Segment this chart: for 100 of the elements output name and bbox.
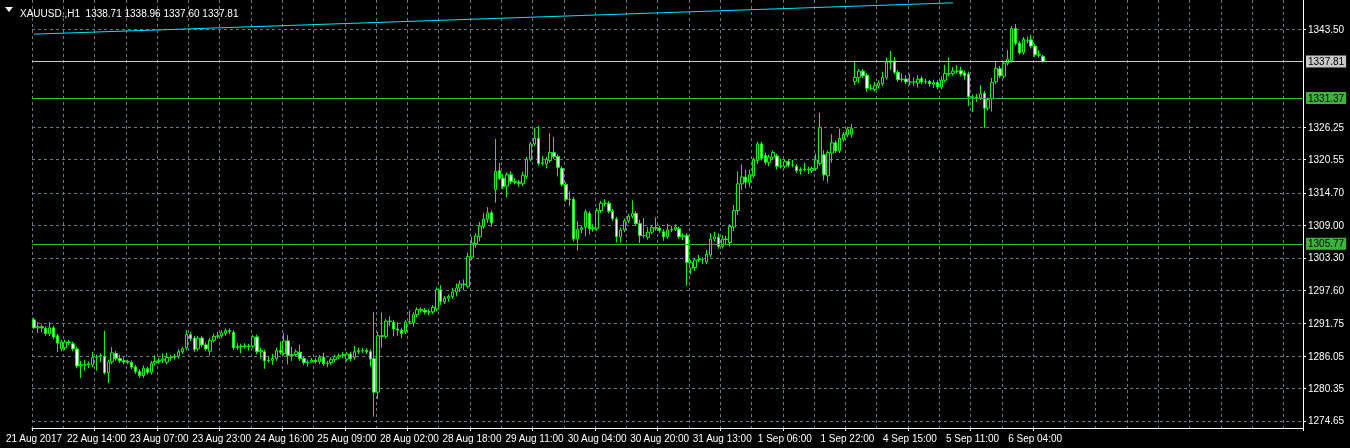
- candlestick: [900, 72, 904, 83]
- candlestick: [232, 329, 235, 351]
- candlestick: [1022, 36, 1025, 56]
- x-tick-label: 25 Aug 09:00: [317, 432, 377, 444]
- candlestick: [419, 306, 423, 313]
- y-tick-label: 1297.60: [1308, 284, 1345, 296]
- ref-line-label: 1337.81: [1308, 55, 1345, 67]
- candlestick: [642, 217, 646, 239]
- candlestick: [455, 282, 458, 298]
- y-tick-label: 1303.30: [1308, 252, 1345, 264]
- candlestick: [193, 335, 196, 353]
- candlestick: [435, 286, 439, 312]
- candlestick: [200, 335, 204, 348]
- candlestick: [760, 141, 763, 161]
- candlestick: [134, 364, 137, 375]
- y-tick-label: 1280.35: [1308, 382, 1345, 394]
- candlestick: [423, 307, 427, 315]
- candlestick: [838, 128, 841, 154]
- x-tick-label: 23 Aug 07:00: [129, 432, 190, 444]
- candlestick: [161, 352, 165, 364]
- candlestick: [795, 163, 798, 174]
- candlestick: [717, 232, 720, 250]
- candlestick: [537, 125, 540, 167]
- candlestick: [345, 351, 349, 362]
- candlestick: [412, 311, 415, 328]
- candlestick: [494, 138, 497, 204]
- candlestick: [783, 158, 787, 169]
- candlestick: [91, 351, 94, 368]
- candlestick: [505, 171, 509, 198]
- candlestick: [157, 357, 161, 365]
- candlestick: [936, 79, 939, 90]
- ref-line-label: 1331.37: [1308, 92, 1345, 104]
- y-tick-label: 1309.00: [1308, 219, 1345, 231]
- x-tick-label: 23 Aug 23:00: [192, 432, 252, 444]
- y-tick-label: 1326.25: [1308, 121, 1345, 133]
- y-tick-label: 1274.65: [1308, 415, 1345, 427]
- y-tick-label: 1343.50: [1308, 23, 1345, 35]
- candlestick: [873, 81, 877, 93]
- candlestick: [130, 359, 133, 370]
- candlestick: [458, 280, 462, 293]
- candlestick: [294, 348, 298, 358]
- candlestick: [775, 153, 779, 171]
- candlestick: [95, 354, 98, 372]
- x-tick-label: 31 Aug 13:00: [692, 432, 753, 444]
- candlestick: [787, 158, 790, 168]
- candlestick: [185, 329, 188, 351]
- candlestick: [588, 210, 591, 235]
- candlestick: [220, 329, 223, 339]
- candlestick: [177, 348, 180, 360]
- candlestick: [451, 287, 454, 300]
- candlestick: [263, 348, 266, 370]
- candlestick: [932, 79, 935, 89]
- candlestick: [48, 321, 51, 337]
- candlestick: [846, 126, 849, 138]
- candlestick: [865, 72, 869, 93]
- candlestick: [138, 368, 141, 379]
- candlestick: [333, 354, 337, 363]
- candlestick: [286, 334, 290, 365]
- candlestick: [490, 210, 493, 228]
- candlestick: [114, 350, 118, 362]
- candlestick: [243, 342, 247, 350]
- ref-line-label: 1305.77: [1308, 238, 1345, 250]
- y-tick-label: 1286.05: [1308, 350, 1345, 362]
- candlestick: [329, 356, 333, 366]
- candlestick: [584, 208, 587, 237]
- x-tick-label: 22 Aug 14:00: [67, 432, 127, 444]
- candlestick: [322, 352, 325, 367]
- candlestick: [314, 357, 317, 365]
- candlestick: [928, 79, 931, 88]
- candlestick: [165, 352, 169, 365]
- candlestick: [181, 346, 184, 355]
- candlestick: [959, 66, 963, 77]
- x-tick-label: 6 Sep 04:00: [1008, 432, 1063, 444]
- candlestick: [239, 343, 243, 354]
- candlestick: [920, 75, 923, 85]
- candlestick: [548, 132, 552, 164]
- x-tick-label: 29 Aug 11:00: [505, 432, 565, 444]
- x-tick-label: 4 Sep 15:00: [883, 432, 938, 444]
- candlestick: [693, 257, 697, 272]
- candlestick: [63, 339, 67, 351]
- candlestick: [44, 325, 47, 337]
- candlestick: [216, 331, 220, 340]
- candlestick: [807, 166, 810, 175]
- candlestick: [224, 327, 227, 337]
- candlestick: [341, 351, 345, 359]
- candlestick: [173, 353, 176, 361]
- candlestick: [799, 166, 802, 176]
- candlestick: [853, 60, 857, 86]
- candlestick: [803, 162, 806, 172]
- candlestick: [310, 357, 313, 364]
- candlestick: [337, 352, 341, 360]
- candlestick: [32, 317, 36, 330]
- x-tick-label: 30 Aug 20:00: [630, 432, 690, 444]
- x-tick-label: 28 Aug 18:00: [442, 432, 502, 444]
- candlestick: [850, 123, 853, 139]
- candlestick: [318, 354, 321, 365]
- candlestick: [924, 78, 927, 85]
- x-tick-label: 24 Aug 16:00: [254, 432, 315, 444]
- candlestick: [677, 226, 681, 240]
- candlestick: [666, 223, 669, 240]
